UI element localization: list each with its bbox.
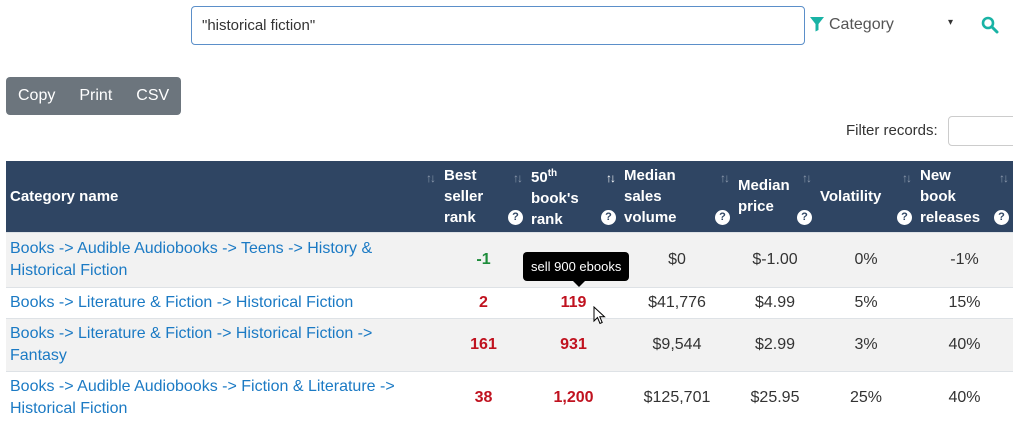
filter-icon[interactable] xyxy=(809,16,825,32)
category-link[interactable]: Books -> Literature & Fiction -> Histori… xyxy=(6,317,440,371)
volatility-cell: 5% xyxy=(816,286,916,318)
column-header-label: book xyxy=(920,187,956,205)
search-icon[interactable] xyxy=(981,16,999,34)
category-link-line[interactable]: Fantasy xyxy=(10,346,67,364)
column-header-volatility[interactable]: Volatility ↑↓ ? xyxy=(816,161,916,232)
column-header-category[interactable]: Category name ↑↓ xyxy=(6,161,440,232)
column-header-new-book-releases[interactable]: New book releases ↑↓ ? xyxy=(916,161,1013,232)
best-seller-rank-cell: 38 xyxy=(440,370,527,424)
search-input[interactable] xyxy=(191,6,805,45)
column-header-label: New xyxy=(920,166,951,184)
fiftieth-rank-cell[interactable]: 119 xyxy=(527,286,620,318)
column-header-label: Median xyxy=(738,177,790,195)
mouse-cursor-icon xyxy=(593,306,606,325)
help-icon[interactable]: ? xyxy=(715,209,730,225)
median-price-cell: $-1.00 xyxy=(734,231,816,287)
category-link[interactable]: Books -> Audible Audiobooks -> Teens -> … xyxy=(6,231,440,287)
table-header-row: Category name ↑↓ Best seller rank ↑↓ ? 5… xyxy=(6,161,1013,232)
chevron-down-icon[interactable]: ▾ xyxy=(948,17,954,28)
column-header-50th-book-rank[interactable]: 50th book's rank ↑↓ ? xyxy=(527,161,620,232)
table-row: Books -> Audible Audiobooks -> Teens -> … xyxy=(6,231,1013,287)
category-link-line[interactable]: Books -> Literature & Fiction -> Histori… xyxy=(10,324,373,342)
csv-button[interactable]: CSV xyxy=(124,77,181,115)
tooltip: sell 900 ebooks xyxy=(523,252,630,281)
category-link-line[interactable]: Books -> Audible Audiobooks -> Fiction &… xyxy=(10,377,395,395)
category-table: Category name ↑↓ Best seller rank ↑↓ ? 5… xyxy=(6,161,1013,424)
sort-icon[interactable]: ↑↓ xyxy=(720,171,730,185)
sort-icon[interactable]: ↑↓ xyxy=(513,171,523,185)
new-releases-cell: 40% xyxy=(916,317,1013,371)
median-price-cell: $4.99 xyxy=(734,286,816,318)
filter-records-input[interactable] xyxy=(948,116,1013,146)
column-header-label: Median xyxy=(624,166,676,184)
help-icon[interactable]: ? xyxy=(897,209,912,225)
category-link[interactable]: Books -> Literature & Fiction -> Histori… xyxy=(6,286,440,318)
median-price-cell: $25.95 xyxy=(734,370,816,424)
help-icon[interactable]: ? xyxy=(797,209,812,225)
sort-icon[interactable]: ↑↓ xyxy=(426,171,436,185)
column-header-label: sales xyxy=(624,187,662,205)
superscript: th xyxy=(547,167,558,179)
best-seller-rank-cell: 161 xyxy=(440,317,527,371)
category-link-line[interactable]: Books -> Literature & Fiction -> Histori… xyxy=(10,293,354,311)
column-header-label: 50 xyxy=(531,168,548,186)
fiftieth-rank-cell: 931 xyxy=(527,317,620,371)
volatility-cell: 0% xyxy=(816,231,916,287)
column-header-label: seller xyxy=(444,187,484,205)
table-row: Books -> Literature & Fiction -> Histori… xyxy=(6,286,1013,318)
best-seller-rank-cell: -1 xyxy=(440,231,527,287)
help-icon[interactable]: ? xyxy=(994,209,1009,225)
tooltip-arrow xyxy=(573,281,585,287)
median-price-cell: $2.99 xyxy=(734,317,816,371)
table-row: Books -> Literature & Fiction -> Histori… xyxy=(6,317,1013,371)
column-header-median-sales-volume[interactable]: Median sales volume ↑↓ ? xyxy=(620,161,734,232)
help-icon[interactable]: ? xyxy=(508,209,523,225)
sort-icon[interactable]: ↑↓ xyxy=(902,171,912,185)
sort-icon[interactable]: ↑↓ xyxy=(802,171,812,185)
category-link-line[interactable]: Historical Fiction xyxy=(10,399,128,417)
column-header-label: releases xyxy=(920,208,981,226)
column-header-best-seller-rank[interactable]: Best seller rank ↑↓ ? xyxy=(440,161,527,232)
new-releases-cell: -1% xyxy=(916,231,1013,287)
fiftieth-rank-cell: 1,200 xyxy=(527,370,620,424)
sort-icon[interactable]: ↑↓ xyxy=(999,171,1009,185)
category-link[interactable]: Books -> Audible Audiobooks -> Fiction &… xyxy=(6,370,440,424)
column-header-label: book's xyxy=(531,189,579,207)
column-header-label: Category name xyxy=(10,187,119,205)
category-select[interactable]: Category xyxy=(829,16,894,33)
filter-records-label: Filter records: xyxy=(846,122,938,139)
column-header-median-price[interactable]: Median price ↑↓ ? xyxy=(734,161,816,232)
column-header-label: rank xyxy=(444,208,476,226)
help-icon[interactable]: ? xyxy=(601,209,616,225)
median-sales-cell: $0 xyxy=(620,231,734,287)
export-button-group: Copy Print CSV xyxy=(6,77,182,115)
best-seller-rank-cell: 2 xyxy=(440,286,527,318)
volatility-cell: 25% xyxy=(816,370,916,424)
column-header-label: Best xyxy=(444,166,477,184)
volatility-cell: 3% xyxy=(816,317,916,371)
median-sales-cell: $9,544 xyxy=(620,317,734,371)
category-link-line[interactable]: Historical Fiction xyxy=(10,261,128,279)
new-releases-cell: 15% xyxy=(916,286,1013,318)
median-sales-cell: $125,701 xyxy=(620,370,734,424)
table-row: Books -> Audible Audiobooks -> Fiction &… xyxy=(6,370,1013,424)
sort-icon[interactable]: ↑↓ xyxy=(606,171,616,185)
column-header-label: Volatility xyxy=(820,187,882,205)
median-sales-cell: $41,776 xyxy=(620,286,734,318)
print-button[interactable]: Print xyxy=(67,77,124,115)
column-header-label: price xyxy=(738,198,774,216)
column-header-label: volume xyxy=(624,208,677,226)
category-link-line[interactable]: Books -> Audible Audiobooks -> Teens -> … xyxy=(10,239,373,257)
new-releases-cell: 40% xyxy=(916,370,1013,424)
copy-button[interactable]: Copy xyxy=(6,77,67,115)
column-header-label: rank xyxy=(531,210,563,228)
